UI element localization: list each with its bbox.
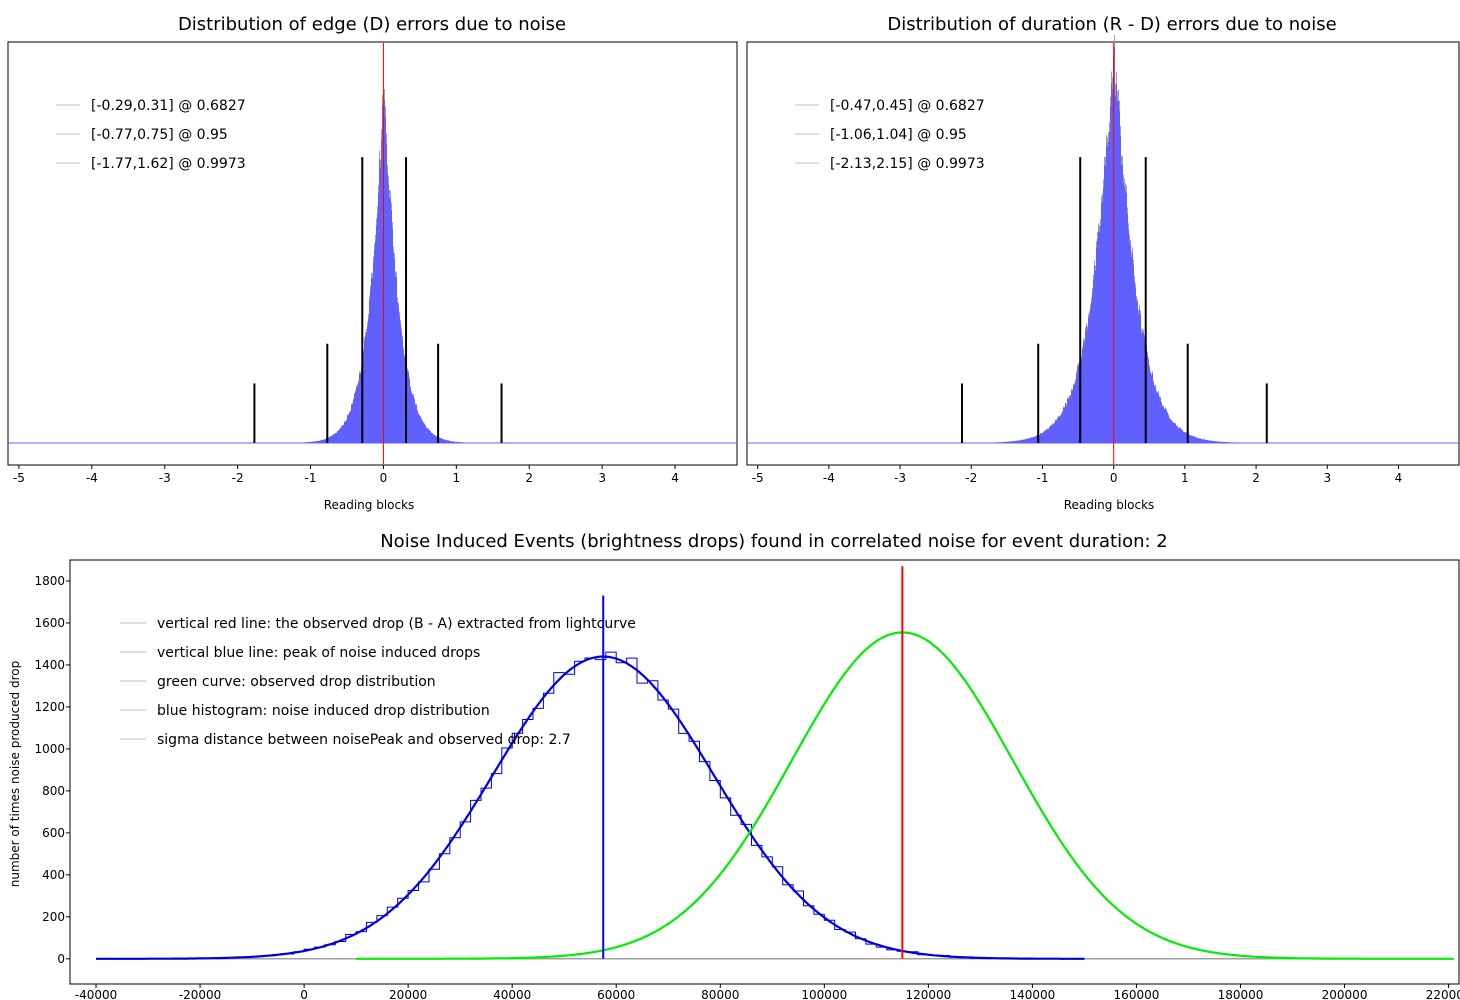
x-axis-duration: -5 -4 -3 -2 -1 0 1 2 3 4: [752, 465, 1403, 485]
plot-marks-edge: [8, 43, 737, 464]
plot-marks-noise-events: [96, 566, 1454, 960]
x-tick-label-edge: 4: [671, 471, 679, 485]
chart-panel-edge-errors: Distribution of edge (D) errors due to n…: [7, 14, 738, 512]
x-tick-label-duration: -5: [752, 471, 764, 485]
legend-entry-duration: [-0.47,0.45] @ 0.6827: [830, 98, 985, 114]
x-tick-label-duration: -2: [965, 471, 977, 485]
plot-marks-duration: [747, 34, 1459, 464]
x-tick-label-noise-events: 180000: [1218, 988, 1264, 1000]
x-tick-label-edge: 0: [380, 471, 388, 485]
legend-duration: [-0.47,0.45] @ 0.6827 [-1.06,1.04] @ 0.95…: [795, 98, 985, 172]
y-tick-label-noise-events: 600: [42, 826, 65, 840]
x-axis-label-duration: Reading blocks: [1064, 498, 1155, 512]
y-tick-label-noise-events: 1000: [34, 742, 65, 756]
legend-entry-noise-events: sigma distance between noisePeak and obs…: [157, 732, 571, 748]
x-tick-label-noise-events: -20000: [179, 988, 222, 1000]
x-tick-label-noise-events: -40000: [75, 988, 118, 1000]
plot-frame-edge: [7, 41, 738, 466]
y-tick-label-noise-events: 200: [42, 910, 65, 924]
x-tick-label-duration: 2: [1252, 471, 1260, 485]
chart-title-noise-events: Noise Induced Events (brightness drops) …: [380, 531, 1168, 552]
y-tick-label-noise-events: 0: [57, 952, 65, 966]
x-tick-label-edge: -1: [305, 471, 317, 485]
legend-entry-noise-events: vertical blue line: peak of noise induce…: [157, 645, 480, 661]
x-tick-label-duration: 4: [1395, 471, 1403, 485]
histogram-bars-duration: [995, 34, 1234, 443]
legend-entry-duration: [-1.06,1.04] @ 0.95: [830, 127, 967, 143]
x-tick-label-noise-events: 40000: [493, 988, 531, 1000]
x-tick-label-edge: -2: [232, 471, 244, 485]
x-axis-edge: -5 -4 -3 -2 -1 0 1 2 3 4: [13, 465, 679, 485]
plot-frame-noise-events: [69, 559, 1460, 985]
x-tick-label-noise-events: 120000: [905, 988, 951, 1000]
x-tick-label-duration: 3: [1323, 471, 1331, 485]
x-tick-label-noise-events: 60000: [597, 988, 635, 1000]
x-tick-label-noise-events: 140000: [1010, 988, 1056, 1000]
x-tick-label-noise-events: 100000: [801, 988, 847, 1000]
y-tick-label-noise-events: 1400: [34, 658, 65, 672]
legend-entry-duration: [-2.13,2.15] @ 0.9973: [830, 156, 985, 172]
x-tick-label-edge: -4: [86, 471, 98, 485]
x-tick-label-noise-events: 200000: [1322, 988, 1368, 1000]
legend-entry-edge: [-0.77,0.75] @ 0.95: [91, 127, 228, 143]
x-tick-label-edge: 1: [453, 471, 461, 485]
x-tick-label-edge: 2: [525, 471, 533, 485]
x-tick-label-duration: 0: [1110, 471, 1118, 485]
chart-panel-duration-errors: Distribution of duration (R - D) errors …: [746, 14, 1460, 512]
x-tick-label-duration: -1: [1036, 471, 1048, 485]
x-tick-label-noise-events: 0: [300, 988, 308, 1000]
noise-histogram-steps: [96, 651, 1085, 960]
chart-panel-noise-events: Noise Induced Events (brightness drops) …: [8, 531, 1460, 1000]
noise-gaussian-curve: [96, 655, 1085, 960]
y-tick-label-noise-events: 1800: [34, 574, 65, 588]
legend-entry-noise-events: blue histogram: noise induced drop distr…: [157, 703, 490, 719]
y-tick-label-noise-events: 1600: [34, 616, 65, 630]
legend-noise-events: vertical red line: the observed drop (B …: [120, 616, 636, 748]
y-axis-label-noise-events: number of times noise produced drop: [8, 661, 22, 887]
x-tick-label-duration: -3: [894, 471, 906, 485]
plot-frame-duration: [746, 41, 1460, 466]
x-axis-label-edge: Reading blocks: [324, 498, 415, 512]
y-axis-noise-events: 0 200 400 600 800 1000 1200 1400 1600 1800: [34, 574, 70, 966]
legend-entry-edge: [-0.29,0.31] @ 0.6827: [91, 98, 246, 114]
x-tick-label-edge: -3: [159, 471, 171, 485]
legend-entry-noise-events: vertical red line: the observed drop (B …: [157, 616, 636, 632]
x-tick-label-duration: -4: [823, 471, 835, 485]
legend-entry-noise-events: green curve: observed drop distribution: [157, 674, 436, 690]
x-tick-label-noise-events: 80000: [701, 988, 739, 1000]
x-tick-label-edge: -5: [13, 471, 25, 485]
x-tick-label-noise-events: 160000: [1114, 988, 1160, 1000]
y-tick-label-noise-events: 400: [42, 868, 65, 882]
y-tick-label-noise-events: 1200: [34, 700, 65, 714]
x-tick-label-edge: 3: [598, 471, 606, 485]
x-tick-label-noise-events: 220000: [1426, 988, 1460, 1000]
chart-title-edge: Distribution of edge (D) errors due to n…: [178, 14, 566, 35]
x-tick-label-duration: 1: [1181, 471, 1189, 485]
histogram-bars-edge: [304, 89, 464, 443]
legend-edge: [-0.29,0.31] @ 0.6827 [-0.77,0.75] @ 0.95…: [56, 98, 246, 172]
x-tick-label-noise-events: 20000: [389, 988, 427, 1000]
y-tick-label-noise-events: 800: [42, 784, 65, 798]
chart-title-duration: Distribution of duration (R - D) errors …: [887, 14, 1336, 35]
x-axis-noise-events: -40000 -20000 0 20000 40000 60000 80000 100000 1…: [75, 984, 1460, 1000]
observed-gaussian-curve: [356, 631, 1454, 960]
legend-entry-edge: [-1.77,1.62] @ 0.9973: [91, 156, 246, 172]
